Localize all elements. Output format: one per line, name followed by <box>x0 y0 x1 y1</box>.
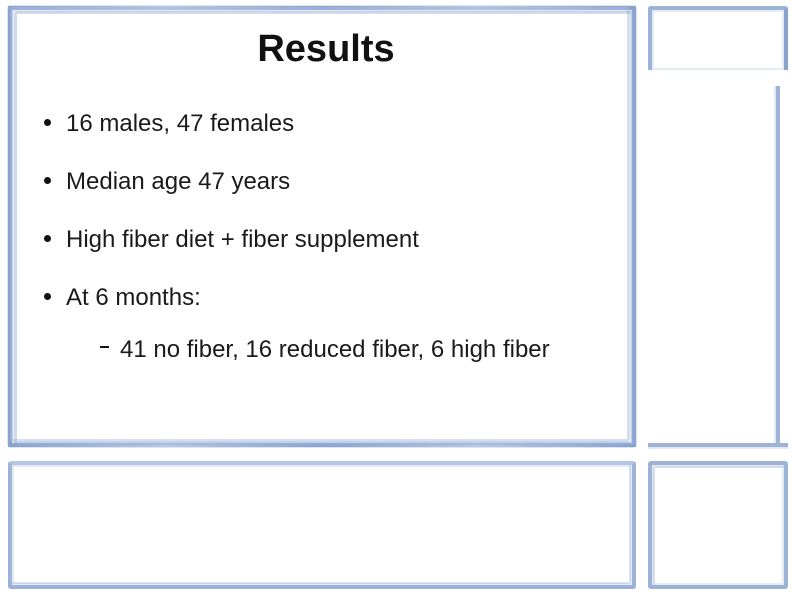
slide-content: Results 16 males, 47 females Median age … <box>28 18 624 435</box>
frame-right-side <box>776 86 788 447</box>
sub-bullet-item: 41 no fiber, 16 reduced fiber, 6 high fi… <box>100 335 624 365</box>
sub-bullet-list: 41 no fiber, 16 reduced fiber, 6 high fi… <box>100 335 624 365</box>
slide-title: Results <box>28 28 624 71</box>
bullet-text: 16 males, 47 females <box>66 110 294 137</box>
bullet-list: 16 males, 47 females Median age 47 years… <box>44 109 624 365</box>
frame-bottom-left-panel <box>8 461 636 589</box>
bullet-item: 16 males, 47 females <box>66 109 624 139</box>
bullet-text: At 6 months: <box>66 284 201 311</box>
bullet-item: High fiber diet + fiber supplement <box>66 225 624 255</box>
bullet-item: Median age 47 years <box>66 167 624 197</box>
frame-right-bottom <box>648 437 788 447</box>
bullet-text: High fiber diet + fiber supplement <box>66 226 419 253</box>
bullet-text: Median age 47 years <box>66 168 290 195</box>
bullet-item: At 6 months: 41 no fiber, 16 reduced fib… <box>66 283 624 365</box>
frame-bottom-right-panel <box>648 461 788 589</box>
frame-right-top <box>648 6 788 70</box>
sub-bullet-text: 41 no fiber, 16 reduced fiber, 6 high fi… <box>120 336 550 363</box>
